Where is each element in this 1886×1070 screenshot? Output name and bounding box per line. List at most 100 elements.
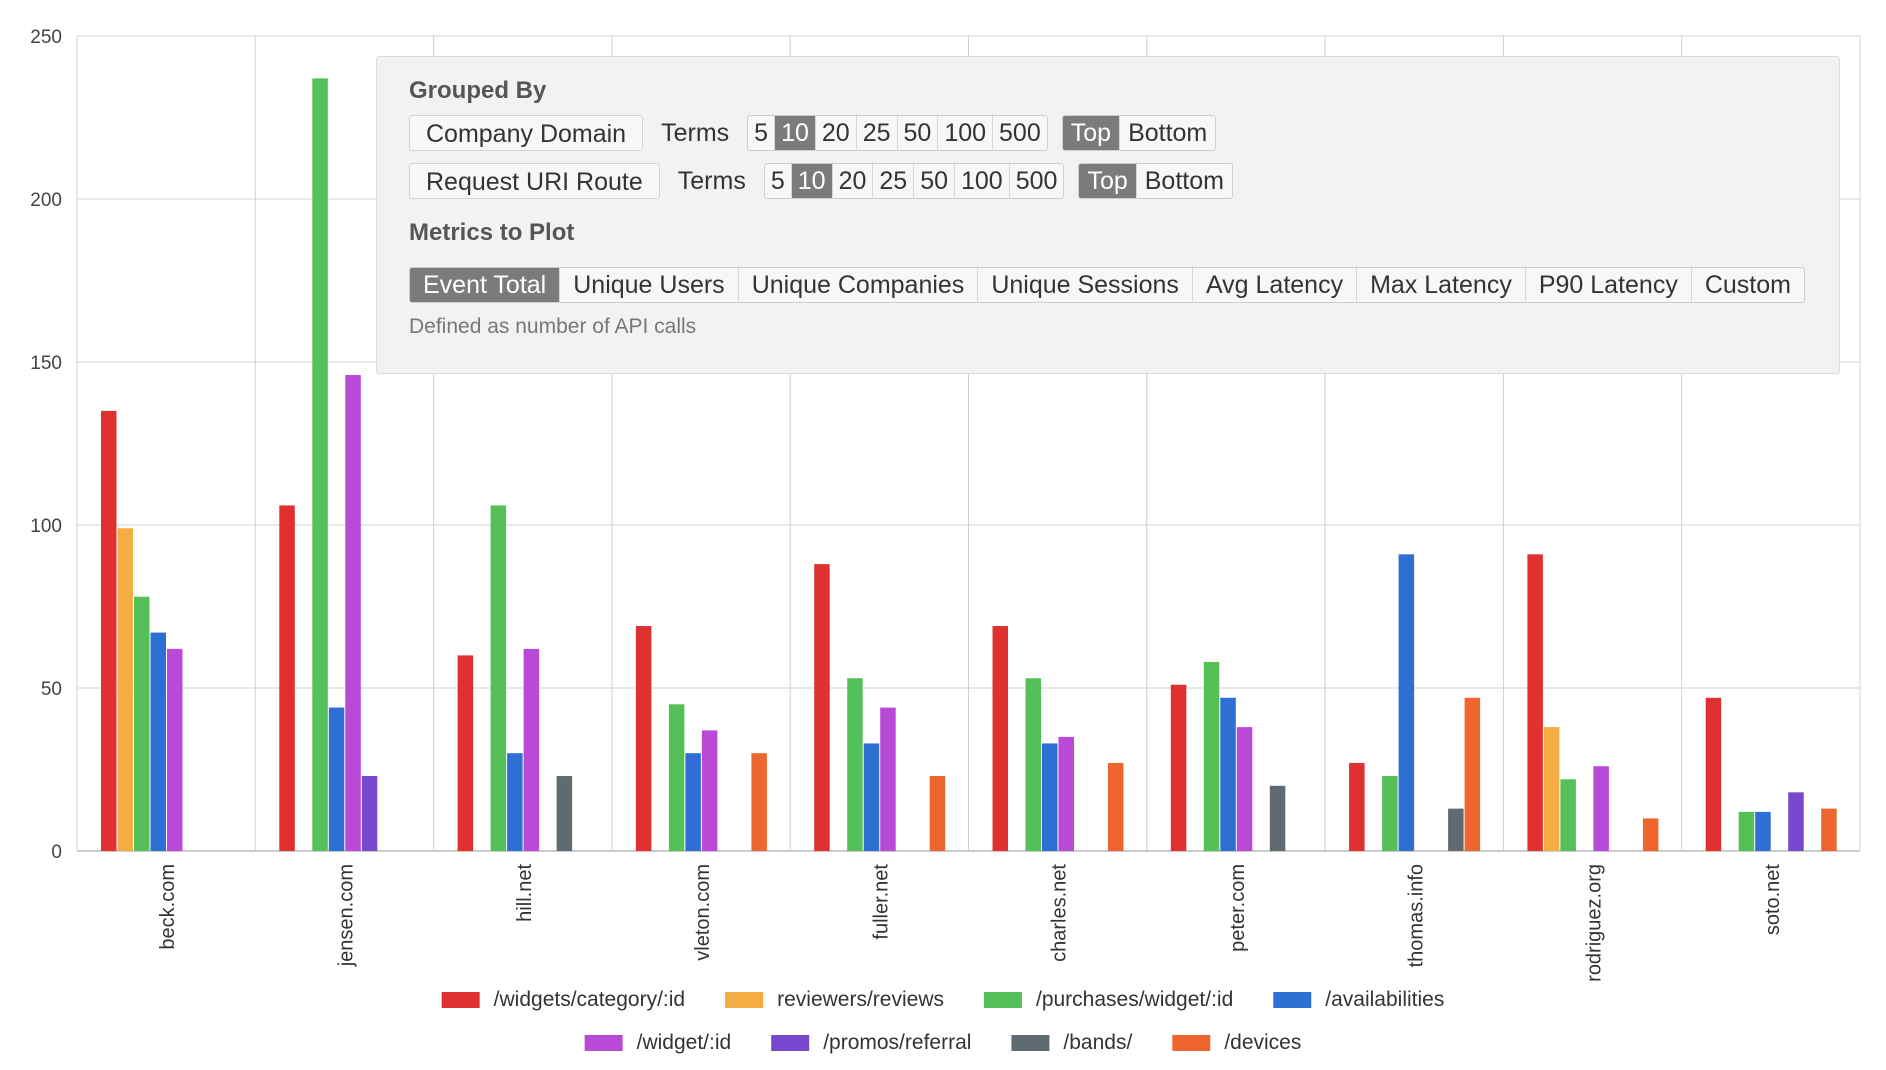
legend-item[interactable]: reviewers/reviews (725, 988, 944, 1011)
bar-jensen-com-4[interactable] (345, 375, 361, 851)
metric-option-unique-sessions[interactable]: Unique Sessions (978, 268, 1193, 302)
bar-beck-com-2[interactable] (134, 596, 150, 851)
terms-option-100[interactable]: 100 (955, 164, 1010, 198)
metric-option-custom[interactable]: Custom (1704, 271, 1791, 299)
legend-item[interactable]: /bands/ (1011, 1031, 1132, 1054)
terms-option-5[interactable]: 5 (748, 116, 776, 150)
terms-selector: 5 10 20 25 50 100 500 (747, 115, 1048, 151)
terms-option-500[interactable]: 500 (1015, 167, 1058, 195)
bar-thomas-info-2[interactable] (1382, 776, 1398, 851)
bar-peter-com-6[interactable] (1269, 785, 1286, 851)
metric-option-event-total[interactable]: Event Total (410, 268, 561, 302)
legend-label: /promos/referral (823, 1031, 971, 1054)
bar-rodriguez-org-2[interactable] (1560, 779, 1576, 851)
legend-item[interactable]: /widgets/category/:id (441, 988, 685, 1011)
order-option-bottom[interactable]: Bottom (1128, 119, 1208, 147)
bar-thomas-info-0[interactable] (1349, 762, 1365, 851)
group-field-request-uri-route[interactable]: Request URI Route (409, 163, 660, 199)
bar-jensen-com-2[interactable] (312, 78, 328, 851)
terms-option-25[interactable]: 25 (857, 116, 898, 150)
bar-soto-net-2[interactable] (1738, 811, 1755, 851)
terms-option-500[interactable]: 500 (999, 119, 1041, 147)
metric-option-p90-latency[interactable]: P90 Latency (1526, 268, 1692, 302)
legend-item[interactable]: /widget/:id (584, 1031, 732, 1054)
bar-peter-com-3[interactable] (1220, 697, 1236, 851)
y-tick-label: 150 (30, 353, 62, 374)
bar-fuller-net-2[interactable] (847, 678, 863, 851)
bar-thomas-info-3[interactable] (1398, 554, 1415, 851)
bar-soto-net-0[interactable] (1705, 697, 1722, 851)
bar-jensen-com-5[interactable] (361, 776, 378, 851)
bar-vleton-com-4[interactable] (701, 730, 718, 851)
legend-item[interactable]: /promos/referral (771, 1031, 971, 1054)
terms-option-5[interactable]: 5 (765, 164, 792, 198)
terms-option-10[interactable]: 10 (791, 164, 833, 198)
bar-hill-net-2[interactable] (490, 505, 507, 851)
legend-item[interactable]: /availabilities (1273, 988, 1444, 1011)
terms-option-20[interactable]: 20 (816, 116, 857, 150)
bar-beck-com-1[interactable] (117, 528, 134, 851)
category-label: thomas.info (1405, 864, 1427, 967)
bar-soto-net-5[interactable] (1788, 792, 1804, 851)
bar-hill-net-0[interactable] (457, 655, 474, 851)
bar-charles-net-7[interactable] (1108, 762, 1124, 851)
bar-fuller-net-7[interactable] (929, 776, 946, 851)
bar-peter-com-4[interactable] (1236, 727, 1253, 851)
terms-label: Terms (677, 166, 746, 195)
metric-option-unique-users[interactable]: Unique Users (560, 268, 739, 302)
grouped-by-title: Grouped By (409, 77, 547, 104)
terms-option-100[interactable]: 100 (938, 116, 994, 150)
terms-option-10[interactable]: 10 (775, 116, 816, 150)
bar-rodriguez-org-4[interactable] (1593, 766, 1609, 851)
legend-item[interactable]: /purchases/widget/:id (983, 988, 1233, 1011)
bar-hill-net-3[interactable] (507, 753, 523, 851)
terms-option-50[interactable]: 50 (898, 116, 939, 150)
bar-hill-net-4[interactable] (523, 648, 540, 851)
bar-vleton-com-3[interactable] (685, 753, 701, 851)
bar-charles-net-0[interactable] (992, 626, 1009, 851)
terms-option-25[interactable]: 25 (873, 164, 915, 198)
metric-option-unique-companies[interactable]: Unique Companies (739, 268, 979, 302)
bar-jensen-com-0[interactable] (279, 505, 295, 851)
metric-option-max-latency[interactable]: Max Latency (1357, 268, 1526, 302)
group-field-company-domain[interactable]: Company Domain (409, 115, 644, 151)
bar-charles-net-3[interactable] (1042, 743, 1058, 851)
y-tick-label: 100 (30, 516, 62, 537)
category-label: peter.com (1227, 864, 1249, 952)
terms-option-50[interactable]: 50 (914, 164, 955, 198)
bar-fuller-net-0[interactable] (814, 564, 830, 851)
order-selector: Top Bottom (1061, 115, 1217, 151)
legend-swatch (983, 992, 1022, 1008)
bar-charles-net-4[interactable] (1058, 736, 1075, 851)
bar-fuller-net-3[interactable] (863, 743, 880, 851)
bar-fuller-net-4[interactable] (880, 707, 896, 851)
bar-thomas-info-6[interactable] (1448, 808, 1464, 851)
legend-swatch (1011, 1035, 1050, 1051)
bar-peter-com-2[interactable] (1203, 661, 1220, 851)
bar-beck-com-3[interactable] (150, 632, 167, 851)
order-option-top[interactable]: Top (1079, 164, 1137, 198)
bar-thomas-info-7[interactable] (1464, 697, 1481, 851)
bar-rodriguez-org-0[interactable] (1527, 554, 1543, 851)
bar-vleton-com-2[interactable] (668, 704, 685, 851)
order-option-top[interactable]: Top (1062, 116, 1121, 150)
bar-vleton-com-7[interactable] (751, 753, 767, 851)
bar-beck-com-4[interactable] (167, 648, 183, 851)
order-option-bottom[interactable]: Bottom (1144, 167, 1224, 195)
bar-jensen-com-3[interactable] (328, 707, 345, 851)
bar-hill-net-6[interactable] (556, 776, 573, 851)
bar-soto-net-7[interactable] (1821, 808, 1837, 851)
bar-beck-com-0[interactable] (101, 410, 117, 851)
terms-option-20[interactable]: 20 (833, 164, 874, 198)
legend-swatch (771, 1035, 810, 1051)
metric-option-avg-latency[interactable]: Avg Latency (1193, 268, 1358, 302)
axis-layer: 0 50 100 150 200 250 (30, 27, 62, 863)
bar-rodriguez-org-7[interactable] (1642, 818, 1659, 851)
bar-vleton-com-0[interactable] (635, 626, 652, 851)
legend-item[interactable]: /devices (1172, 1031, 1301, 1054)
bar-soto-net-3[interactable] (1755, 811, 1771, 851)
bar-rodriguez-org-1[interactable] (1543, 727, 1560, 851)
bars-layer (101, 78, 1837, 851)
bar-charles-net-2[interactable] (1025, 678, 1042, 851)
bar-peter-com-0[interactable] (1170, 684, 1187, 851)
